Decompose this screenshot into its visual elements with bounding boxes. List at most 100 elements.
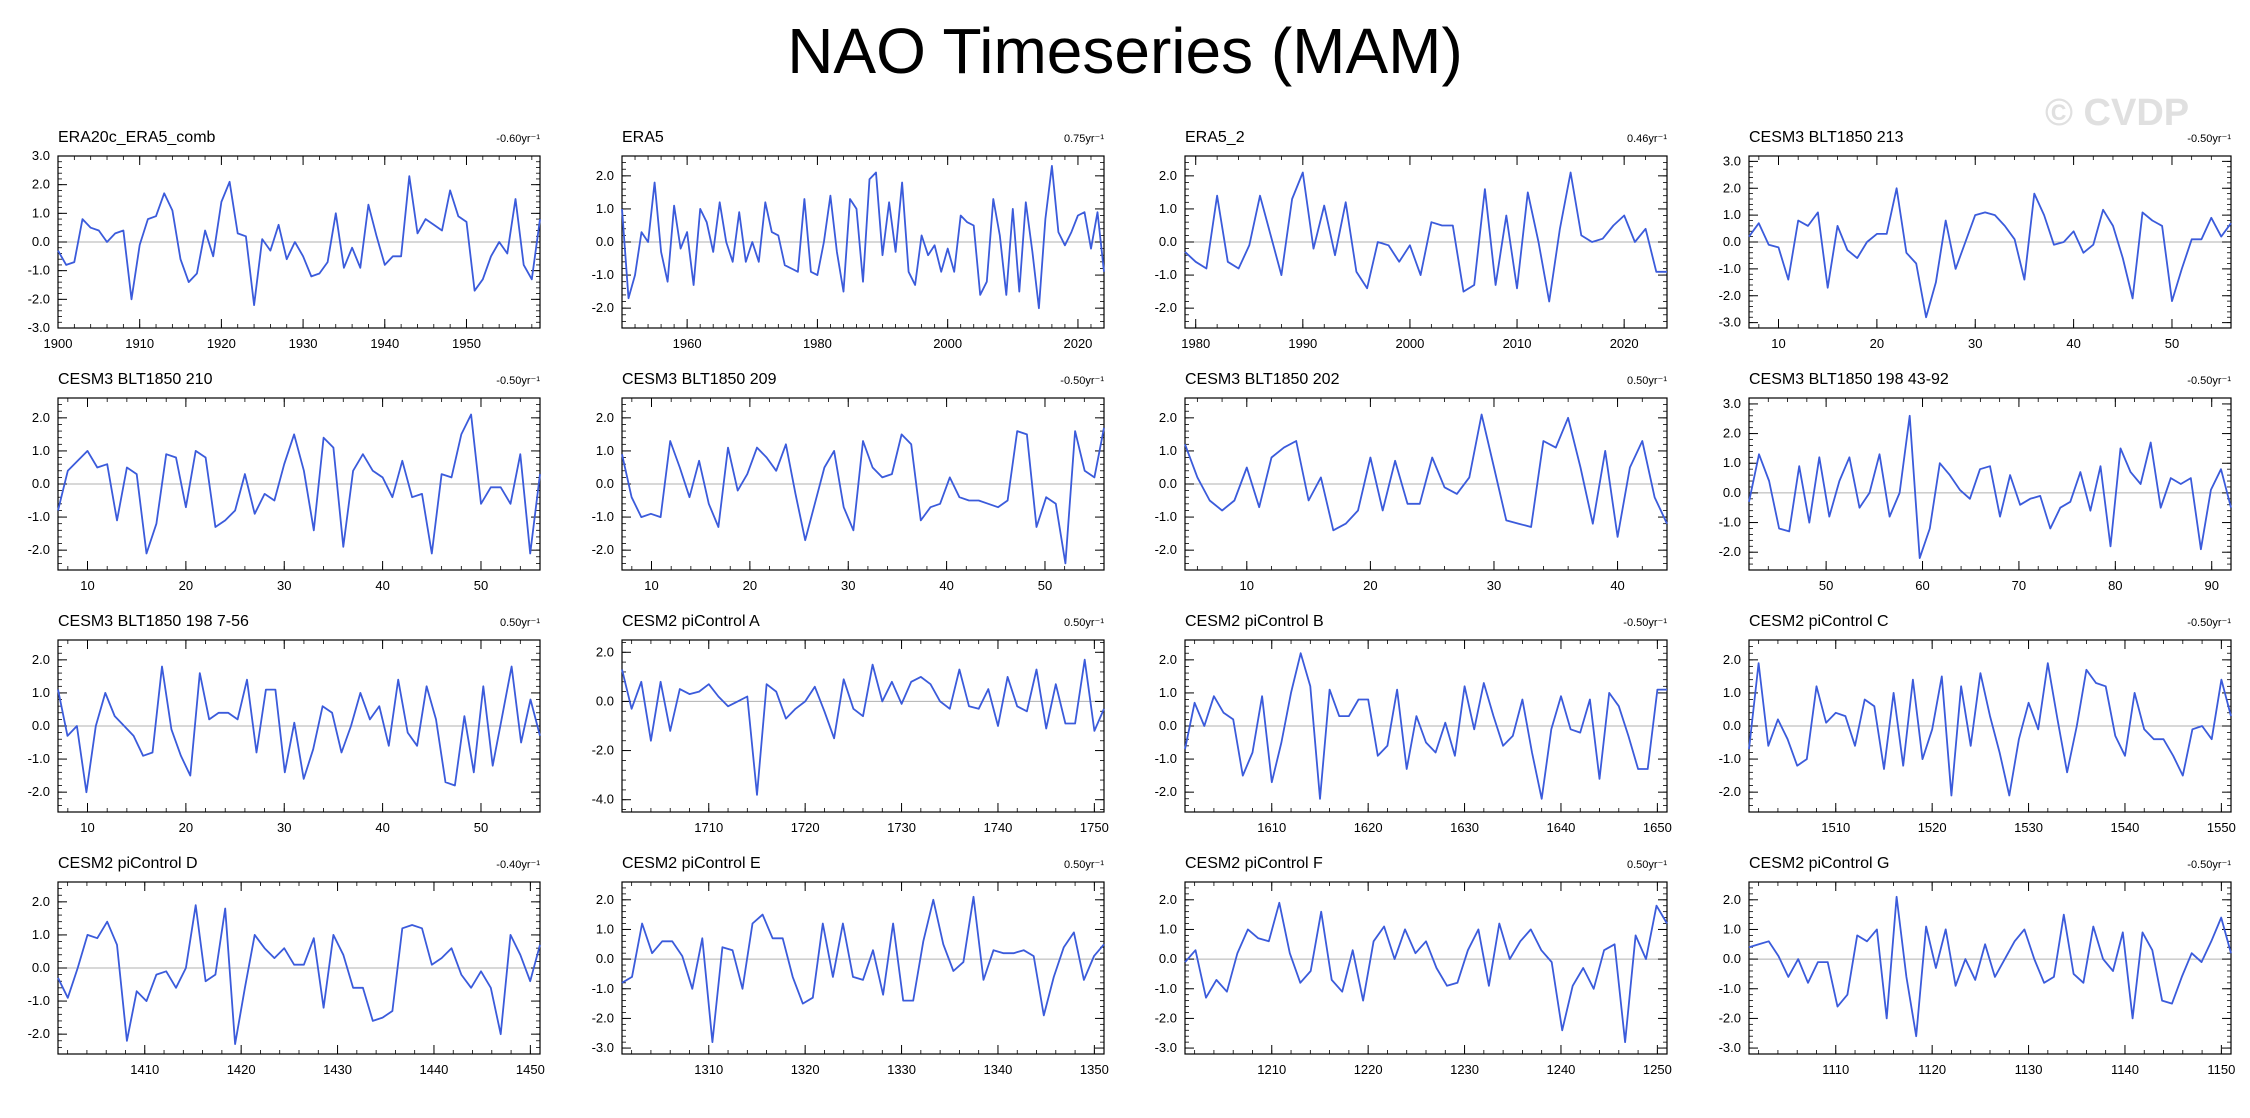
y-tick-label: 0.0 — [32, 476, 50, 491]
panel-title: CESM3 BLT1850 198 7-56 — [58, 613, 249, 630]
y-tick-label: 2.0 — [1723, 892, 1741, 907]
series-line — [57, 175, 541, 307]
series-line — [1748, 662, 2232, 797]
panel-cesm3-blt1850-209: 2.0 1.0 0.0 -1.0 -2.0 10 20 30 40 50 CESM3 BLT1850… — [592, 371, 1105, 593]
y-tick-label: 0.0 — [596, 693, 614, 708]
y-tick-label: 3.0 — [32, 148, 50, 163]
y-tick-label: 1.0 — [32, 685, 50, 700]
series-line — [1184, 901, 1668, 1043]
panel-cesm2-picontrol-f: 2.0 1.0 0.0 -1.0 -2.0 -3.0 1210 1220 1230 1240 125… — [1155, 855, 1672, 1077]
x-tick-label: 2020 — [1063, 336, 1092, 351]
y-tick-label: 2.0 — [596, 410, 614, 425]
panel-title: CESM3 BLT1850 210 — [58, 371, 213, 388]
series-line — [1748, 414, 2232, 559]
y-tick-label: -1.0 — [1719, 261, 1741, 276]
panel-title: CESM2 piControl G — [1749, 855, 1890, 872]
cvdp-watermark: © CVDP — [2045, 92, 2190, 134]
y-tick-label: -1.0 — [592, 981, 614, 996]
y-tick-label: 1.0 — [596, 201, 614, 216]
y-tick-label: 3.0 — [1723, 396, 1741, 411]
trend-label: 0.50yr⁻¹ — [1064, 617, 1104, 629]
panel-title: CESM2 piControl E — [622, 855, 761, 872]
series-line — [1184, 171, 1667, 303]
x-tick-label: 1350 — [1080, 1062, 1109, 1077]
x-tick-label: 1240 — [1546, 1062, 1575, 1077]
y-tick-label: 3.0 — [1723, 153, 1741, 168]
x-tick-label: 50 — [2165, 336, 2179, 351]
x-tick-label: 2000 — [933, 336, 962, 351]
y-tick-label: 0.0 — [32, 718, 50, 733]
x-tick-label: 1940 — [370, 336, 399, 351]
trend-label: -0.50yr⁻¹ — [2187, 859, 2231, 871]
y-tick-label: -1.0 — [592, 509, 614, 524]
y-tick-label: -2.0 — [28, 1026, 50, 1041]
y-tick-label: -2.0 — [592, 743, 614, 758]
y-tick-label: -1.0 — [28, 263, 50, 278]
y-tick-label: -3.0 — [1155, 1040, 1177, 1055]
trend-label: -0.60yr⁻¹ — [496, 133, 540, 145]
x-tick-label: 1900 — [44, 336, 73, 351]
x-tick-label: 1250 — [1643, 1062, 1672, 1077]
y-tick-label: 0.0 — [596, 476, 614, 491]
panel-cesm2-picontrol-e: 2.0 1.0 0.0 -1.0 -2.0 -3.0 1310 1320 1330 1340 135… — [592, 855, 1109, 1077]
x-tick-label: 70 — [2012, 578, 2026, 593]
trend-label: 0.50yr⁻¹ — [500, 617, 540, 629]
x-tick-label: 50 — [474, 578, 488, 593]
y-tick-label: -4.0 — [592, 792, 614, 807]
series-line — [57, 665, 541, 794]
panel-cesm3-blt1850-198-43-92: 3.0 2.0 1.0 0.0 -1.0 -2.0 50 60 70 80 90 CESM3 BLT1… — [1719, 371, 2232, 593]
x-tick-label: 1520 — [1918, 820, 1947, 835]
panel-title: CESM2 piControl F — [1185, 855, 1323, 872]
x-tick-label: 2010 — [1503, 336, 1532, 351]
x-tick-label: 1310 — [694, 1062, 723, 1077]
y-tick-label: -2.0 — [28, 291, 50, 306]
panel-title: CESM2 piControl A — [622, 613, 760, 630]
series-line — [1748, 895, 2232, 1038]
x-tick-label: 1620 — [1354, 820, 1383, 835]
y-tick-label: -2.0 — [1719, 544, 1741, 559]
x-tick-label: 1510 — [1821, 820, 1850, 835]
x-tick-label: 1210 — [1257, 1062, 1286, 1077]
x-tick-label: 1960 — [673, 336, 702, 351]
x-tick-label: 30 — [841, 578, 855, 593]
series-line — [1184, 413, 1668, 538]
x-tick-label: 1110 — [1822, 1062, 1849, 1077]
y-tick-label: -2.0 — [1155, 784, 1177, 799]
x-tick-label: 30 — [277, 578, 291, 593]
x-tick-label: 1450 — [516, 1062, 545, 1077]
y-tick-label: 2.0 — [1159, 892, 1177, 907]
series-line — [621, 427, 1105, 565]
x-tick-label: 1730 — [887, 820, 916, 835]
panel-cesm3-blt1850-213: 3.0 2.0 1.0 0.0 -1.0 -2.0 -3.0 10 20 30 40 50 CESM3 … — [1719, 129, 2232, 351]
x-tick-label: 1740 — [983, 820, 1012, 835]
y-tick-label: -2.0 — [1719, 288, 1741, 303]
trend-label: 0.46yr⁻¹ — [1627, 133, 1667, 145]
plot-frame — [1748, 397, 2232, 571]
x-tick-label: 50 — [1038, 578, 1052, 593]
x-tick-label: 1340 — [983, 1062, 1012, 1077]
y-tick-label: 0.0 — [1723, 951, 1741, 966]
x-tick-label: 2020 — [1610, 336, 1639, 351]
panel-era5-2: 2.0 1.0 0.0 -1.0 -2.0 1980 1990 2000 2010 2020 ERA… — [1155, 129, 1668, 351]
panel-title: CESM3 BLT1850 209 — [622, 371, 777, 388]
x-tick-label: 50 — [474, 820, 488, 835]
y-tick-label: -1.0 — [1155, 981, 1177, 996]
x-tick-label: 20 — [179, 578, 193, 593]
panel-cesm2-picontrol-a: 2.0 0.0 -2.0 -4.0 1710 1720 1730 1740 1750 CESM2 … — [592, 613, 1109, 835]
x-tick-label: 1440 — [419, 1062, 448, 1077]
x-tick-label: 1140 — [2111, 1062, 2139, 1077]
y-tick-label: 1.0 — [1159, 685, 1177, 700]
x-tick-label: 1540 — [2110, 820, 2139, 835]
y-tick-label: 1.0 — [1723, 207, 1741, 222]
x-tick-label: 1530 — [2014, 820, 2043, 835]
y-tick-label: -2.0 — [1155, 542, 1177, 557]
x-tick-label: 1640 — [1546, 820, 1575, 835]
trend-label: -0.50yr⁻¹ — [1623, 617, 1667, 629]
panel-title: ERA5_2 — [1185, 129, 1245, 146]
x-tick-label: 10 — [644, 578, 658, 593]
y-tick-label: -3.0 — [1719, 1040, 1741, 1055]
trend-label: -0.50yr⁻¹ — [496, 375, 540, 387]
x-tick-label: 1950 — [452, 336, 481, 351]
y-tick-label: 2.0 — [596, 892, 614, 907]
